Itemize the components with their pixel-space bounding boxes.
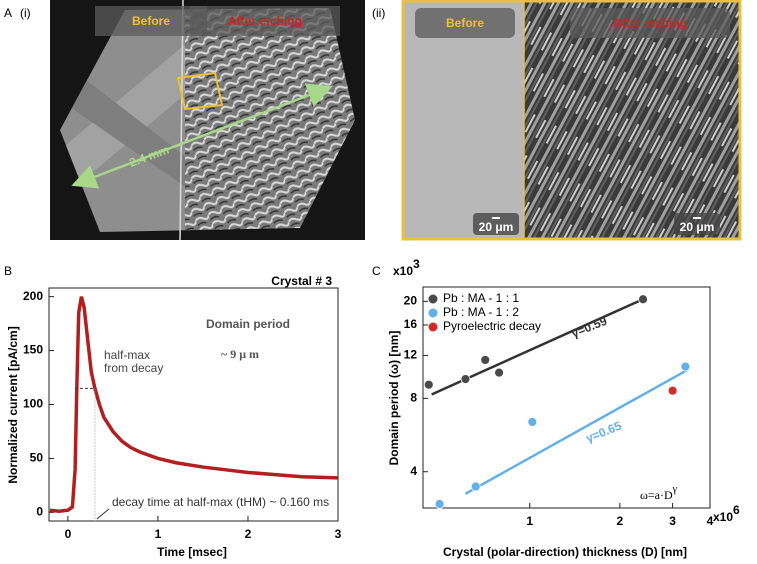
x-multiplier: x106 bbox=[713, 503, 740, 524]
label-box bbox=[95, 6, 207, 36]
y-axis-label: Domain period (ω) [nm] bbox=[387, 331, 401, 466]
label-box bbox=[190, 6, 340, 36]
y-tick-label: 100 bbox=[23, 397, 43, 411]
x-tick-label: 1 bbox=[526, 514, 533, 528]
multiplier-exp: 3 bbox=[413, 257, 420, 271]
formula: ω=a·Dγ bbox=[640, 484, 678, 501]
fit-line bbox=[464, 368, 689, 495]
x-axis-label: Crystal (polar-direction) thickness (D) … bbox=[443, 545, 687, 559]
multiplier-exp: 6 bbox=[733, 503, 740, 517]
legend-label: Pb : MA - 1 : 2 bbox=[443, 305, 519, 319]
data-point bbox=[680, 361, 691, 372]
after-label: After etching bbox=[613, 16, 687, 30]
y-tick-label: 50 bbox=[30, 451, 44, 465]
scale-box bbox=[473, 213, 519, 235]
y-axis-label: Normalized current [pA/cm] bbox=[6, 326, 20, 483]
data-point bbox=[480, 355, 491, 365]
panel-label: B bbox=[4, 264, 12, 278]
x-tick-label: 0 bbox=[65, 527, 72, 541]
panel-sublabel: (ii) bbox=[372, 6, 385, 20]
legend-label: Pb : MA - 1 : 1 bbox=[443, 291, 519, 305]
data-point bbox=[638, 294, 648, 305]
x-tick-label: 2 bbox=[245, 527, 252, 541]
annotation: ~ 9 μ m bbox=[221, 347, 259, 361]
scale-box bbox=[674, 213, 720, 235]
annotation: decay time at half-max (tHM) ~ 0.160 ms bbox=[112, 495, 329, 509]
y-tick-label: 8 bbox=[410, 391, 417, 405]
panel-sublabel: (i) bbox=[20, 6, 31, 20]
label-box bbox=[415, 8, 515, 38]
multiplier-base: x10 bbox=[713, 510, 733, 524]
data-point bbox=[527, 417, 538, 427]
data-point bbox=[434, 499, 445, 509]
plot-frame bbox=[422, 286, 711, 509]
x-tick-label: 4 bbox=[707, 514, 714, 528]
data-point bbox=[470, 481, 481, 492]
y-multiplier: x103 bbox=[393, 257, 420, 278]
y-tick-label: 12 bbox=[404, 348, 418, 362]
x-tick-label: 1 bbox=[155, 527, 162, 541]
legend-label: Pyroelectric decay bbox=[443, 319, 541, 333]
x-tick-label: 3 bbox=[335, 527, 342, 541]
y-tick-label: 0 bbox=[36, 505, 43, 519]
y-tick-label: 4 bbox=[410, 464, 417, 478]
fit-label: γ=0.59 bbox=[569, 314, 609, 341]
panel-label: A bbox=[4, 6, 12, 20]
before-label: Before bbox=[446, 16, 484, 30]
data-line bbox=[49, 296, 339, 514]
data-point bbox=[667, 385, 678, 396]
legend-marker bbox=[428, 308, 438, 318]
x-tick-label: 2 bbox=[617, 514, 624, 528]
scale-label: 20 μm bbox=[479, 220, 514, 234]
before-label: Before bbox=[132, 14, 170, 28]
frame bbox=[401, 0, 742, 241]
chart-title: Crystal # 3 bbox=[271, 274, 332, 288]
multiplier-base: x10 bbox=[393, 264, 413, 278]
fit-label: γ=0.65 bbox=[584, 418, 624, 445]
x-tick-label: 3 bbox=[669, 514, 676, 528]
legend-marker bbox=[428, 294, 438, 304]
data-point bbox=[494, 367, 504, 378]
guide-arrow bbox=[96, 508, 110, 520]
panel-label: C bbox=[372, 264, 381, 278]
after-label: After etching bbox=[228, 14, 302, 28]
y-tick-label: 16 bbox=[404, 317, 418, 331]
x-axis-label: Time [msec] bbox=[157, 545, 227, 559]
annotation: half-max bbox=[104, 348, 150, 362]
scale-label: 20 μm bbox=[680, 220, 715, 234]
data-point bbox=[460, 374, 471, 384]
data-point bbox=[423, 379, 434, 390]
y-tick-label: 200 bbox=[23, 289, 43, 303]
annotation: Domain period bbox=[206, 317, 290, 331]
formula-exp: γ bbox=[672, 484, 678, 495]
annotation: from decay bbox=[104, 361, 163, 375]
legend-marker bbox=[428, 322, 438, 332]
plot-frame bbox=[48, 287, 339, 522]
y-tick-label: 20 bbox=[404, 294, 418, 308]
micrograph-after bbox=[524, 1, 739, 239]
scale-arrow bbox=[71, 83, 333, 189]
label-box bbox=[570, 8, 730, 38]
y-tick-label: 150 bbox=[23, 343, 43, 357]
formula-base: ω=a·D bbox=[640, 488, 673, 502]
micrograph-before bbox=[404, 1, 524, 239]
